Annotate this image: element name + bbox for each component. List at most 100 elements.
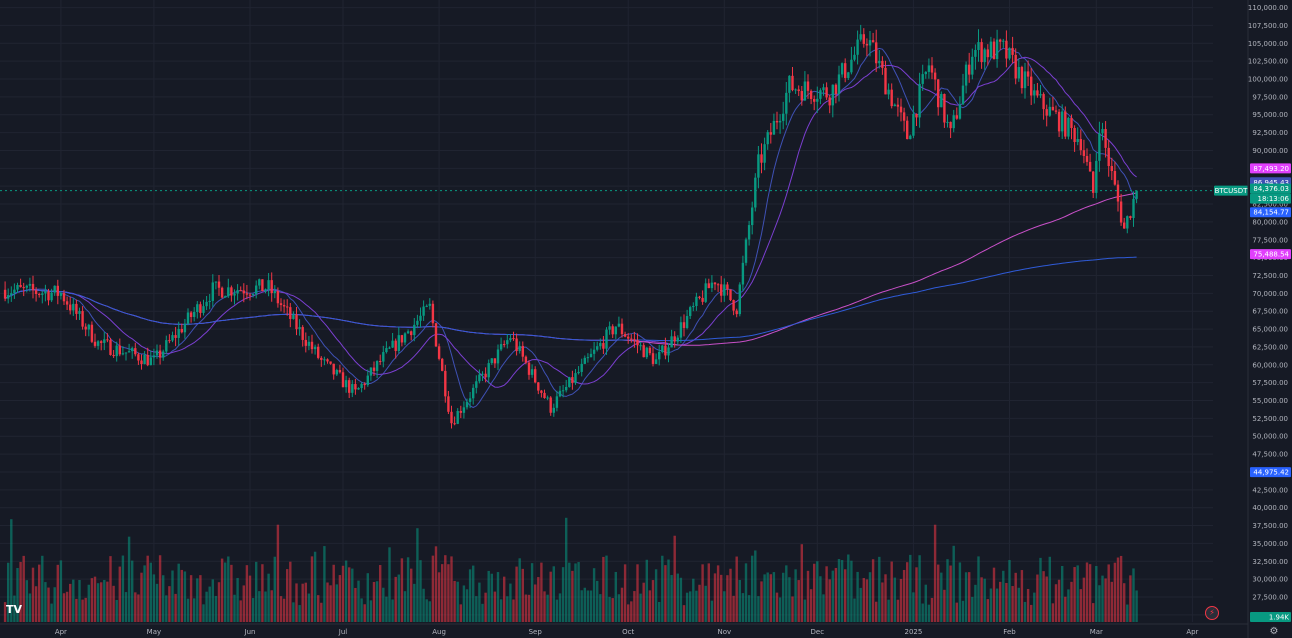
candle-body[interactable] [496,349,500,364]
candle-body[interactable] [803,81,807,101]
candle-body[interactable] [444,370,447,397]
candle-body[interactable] [651,353,655,364]
candle-body[interactable] [630,338,633,340]
candle-body[interactable] [425,305,428,307]
candle-body[interactable] [856,39,859,55]
candle-body[interactable] [1061,111,1064,132]
candle-body[interactable] [115,345,118,357]
candle-body[interactable] [930,65,934,73]
candle-body[interactable] [267,280,270,290]
candle-body[interactable] [571,377,574,384]
candle-body[interactable] [459,411,462,413]
candle-body[interactable] [239,290,242,292]
candle-body[interactable] [537,382,540,391]
candle-body[interactable] [441,358,444,371]
candle-body[interactable] [1126,216,1129,229]
candle-body[interactable] [878,60,881,64]
candle-body[interactable] [162,351,165,358]
candle-body[interactable] [453,423,456,425]
candle-body[interactable] [692,305,695,308]
candle-body[interactable] [949,121,952,129]
candle-body[interactable] [940,93,943,108]
candle-body[interactable] [1079,138,1082,151]
candle-body[interactable] [1104,129,1107,148]
candle-body[interactable] [472,387,475,399]
candle-body[interactable] [760,154,763,163]
candle-body[interactable] [25,285,28,288]
candle-body[interactable] [38,294,41,296]
candle-body[interactable] [410,331,413,336]
candle-body[interactable] [19,284,22,288]
candle-body[interactable] [112,354,115,357]
candle-body[interactable] [1057,111,1061,132]
candle-body[interactable] [518,345,521,352]
candle-body[interactable] [1048,106,1051,116]
candle-body[interactable] [348,380,351,393]
candle-body[interactable] [971,56,974,75]
candle-body[interactable] [530,369,534,375]
candle-body[interactable] [515,338,518,352]
candle-body[interactable] [90,324,94,342]
candle-body[interactable] [152,355,156,358]
candle-body[interactable] [670,336,673,348]
candle-body[interactable] [400,335,404,343]
candle-body[interactable] [980,42,983,63]
candle-body[interactable] [155,350,159,356]
candle-body[interactable] [202,306,205,313]
candle-body[interactable] [481,373,484,375]
candle-body[interactable] [614,326,617,335]
candle-body[interactable] [1011,47,1014,55]
candle-body[interactable] [893,104,896,107]
settings-gear-icon[interactable]: ⚙ [1269,626,1279,637]
candle-body[interactable] [375,361,379,371]
candle-body[interactable] [81,311,84,327]
candle-body[interactable] [627,336,630,339]
candle-body[interactable] [437,346,441,359]
candle-body[interactable] [850,59,853,73]
candle-body[interactable] [431,303,435,324]
candle-body[interactable] [943,93,946,123]
candle-body[interactable] [65,301,69,305]
candle-body[interactable] [165,340,168,352]
candle-body[interactable] [493,358,497,364]
candle-body[interactable] [406,331,410,334]
candle-body[interactable] [1123,222,1126,229]
candle-body[interactable] [276,291,280,304]
candle-body[interactable] [946,121,949,123]
candle-body[interactable] [465,401,469,408]
candle-body[interactable] [78,311,81,314]
candle-body[interactable] [809,90,813,99]
candle-body[interactable] [738,284,741,315]
candle-body[interactable] [1082,150,1086,157]
candle-body[interactable] [729,289,732,301]
candle-body[interactable] [304,339,307,346]
candle-body[interactable] [679,322,683,338]
candle-body[interactable] [831,84,834,106]
candle-body[interactable] [896,104,900,107]
candle-body[interactable] [645,347,648,358]
candle-body[interactable] [351,384,354,393]
candle-body[interactable] [13,289,16,294]
candle-body[interactable] [329,361,332,364]
candle-body[interactable] [664,345,667,356]
candle-body[interactable] [335,370,338,375]
candle-body[interactable] [611,326,614,335]
candle-body[interactable] [819,90,822,99]
candle-body[interactable] [1076,138,1079,142]
candle-body[interactable] [921,74,924,84]
candle-body[interactable] [279,303,283,306]
candle-body[interactable] [127,351,131,353]
candle-body[interactable] [791,75,794,91]
candle-body[interactable] [1067,117,1070,137]
candle-body[interactable] [388,347,391,349]
candle-body[interactable] [999,39,1002,42]
candle-body[interactable] [121,353,125,355]
candle-body[interactable] [199,304,202,313]
candle-body[interactable] [521,345,524,357]
candle-body[interactable] [769,132,772,135]
candle-body[interactable] [1110,166,1113,171]
candle-body[interactable] [93,341,97,346]
candle-body[interactable] [189,312,193,317]
candle-body[interactable] [146,354,149,366]
